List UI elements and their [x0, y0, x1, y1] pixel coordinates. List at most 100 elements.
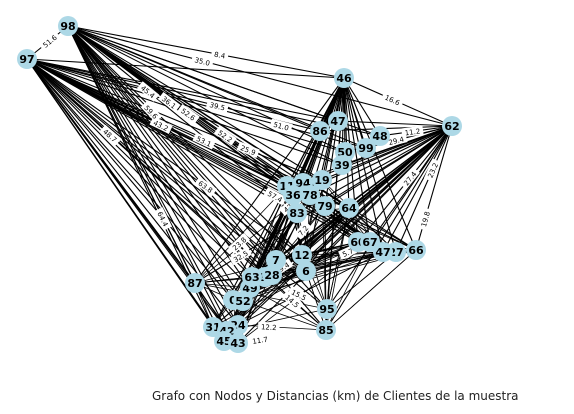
- node-label: 47: [375, 246, 390, 259]
- graph-node-47: 47: [328, 111, 348, 131]
- node-circle: [317, 299, 337, 319]
- node-circle: [266, 250, 286, 270]
- graph-edge: [26, 58, 307, 272]
- node-circle: [339, 198, 359, 218]
- node-label: 48: [372, 130, 387, 143]
- node-label: 86: [312, 125, 328, 138]
- graph-node-87: 87: [185, 273, 205, 293]
- node-circle: [373, 242, 393, 262]
- graph-edge: [26, 58, 384, 253]
- node-label: 95: [319, 303, 334, 316]
- graph-edge: [325, 249, 417, 331]
- graph-node-12: 12: [292, 245, 312, 265]
- graph-edge: [26, 58, 345, 79]
- edge-label-text: 39.5: [209, 101, 226, 112]
- node-label: 98: [60, 20, 75, 33]
- graph-edge: [26, 58, 196, 284]
- edge-label: 39.5: [205, 98, 229, 113]
- graph-node-78: 78: [300, 185, 320, 205]
- edge-label-text: 11.2: [404, 127, 421, 137]
- graph-node-97: 97: [17, 49, 37, 69]
- edge-label-text: 51.0: [272, 121, 289, 133]
- graph-node-19: 19: [312, 170, 332, 190]
- graph-node-62: 62: [442, 116, 462, 136]
- node-label: 87: [187, 277, 202, 290]
- graph-edge: [67, 25, 298, 214]
- graph-edge: [67, 25, 346, 153]
- graph-node-39: 39: [332, 155, 352, 175]
- graph-edge: [309, 125, 453, 196]
- node-label: 7: [272, 254, 280, 267]
- graph-edge: [301, 207, 350, 256]
- node-label: 43: [230, 337, 245, 350]
- graph-edge: [302, 182, 417, 251]
- graph-node-99: 99: [356, 138, 376, 158]
- node-circle: [17, 49, 37, 69]
- graph-edge: [26, 58, 303, 256]
- graph-edge: [67, 25, 277, 261]
- graph-node-63: 63: [242, 267, 262, 287]
- edge-label: 35.0: [190, 53, 214, 69]
- graph-edge: [67, 25, 266, 278]
- edge-label: 16.6: [380, 91, 405, 109]
- graph-edge: [249, 287, 327, 331]
- edge-label-text: 8.4: [213, 51, 226, 61]
- graph-node-64: 64: [339, 198, 359, 218]
- edge-label-text: 5.7: [341, 247, 354, 259]
- graph-edge: [67, 25, 244, 302]
- node-circle: [370, 126, 390, 146]
- graph-node-52: 52: [233, 291, 253, 311]
- graph-edge: [67, 25, 304, 184]
- graph-edge: [26, 58, 225, 342]
- node-circle: [300, 185, 320, 205]
- graph-edge: [26, 58, 253, 278]
- node-label: 52: [235, 295, 250, 308]
- node-circle: [292, 245, 312, 265]
- graph-edge: [67, 25, 343, 166]
- node-label: 97: [19, 53, 34, 66]
- graph-edge: [305, 270, 327, 331]
- node-label: 83: [289, 207, 304, 220]
- edge-label: 11.2: [401, 125, 424, 138]
- graph-node-98: 98: [58, 16, 78, 36]
- node-circle: [233, 291, 253, 311]
- graph-edge: [237, 324, 327, 331]
- node-label: 64: [341, 202, 357, 215]
- graph-edge: [26, 58, 367, 149]
- graph-edge: [343, 77, 417, 251]
- graph-edge: [237, 251, 384, 326]
- edge-label-text: 12.2: [261, 323, 277, 332]
- node-circle: [442, 116, 462, 136]
- graph-node-47b: 47: [373, 242, 393, 262]
- node-label: 45: [216, 335, 231, 348]
- graph-edge: [223, 125, 453, 342]
- node-label: 79: [317, 200, 332, 213]
- graph-node-66: 66: [406, 240, 426, 260]
- node-label: 39: [334, 159, 349, 172]
- graph-edge: [325, 125, 453, 331]
- graph-edge: [194, 185, 288, 284]
- graph-edge: [26, 58, 326, 207]
- graph-edge: [326, 207, 350, 310]
- node-circle: [296, 261, 316, 281]
- edge-label-text: 19.8: [420, 211, 432, 228]
- edge-label: 8.4: [210, 48, 229, 61]
- graph-edge: [305, 207, 350, 272]
- graph-edge: [26, 58, 273, 276]
- graph-edge: [415, 125, 453, 251]
- figure-caption: Grafo con Nodos y Distancias (km) de Cli…: [152, 389, 519, 403]
- graph-node-6: 6: [296, 261, 316, 281]
- graph-node-85: 85: [316, 320, 336, 340]
- graph-node-48: 48: [370, 126, 390, 146]
- node-circle: [315, 196, 335, 216]
- graph-node-7: 7: [266, 250, 286, 270]
- node-circle: [406, 240, 426, 260]
- node-circle: [228, 333, 248, 353]
- node-circle: [287, 203, 307, 223]
- node-label: 85: [318, 324, 333, 337]
- node-label: 47: [330, 115, 345, 128]
- graph-edge: [343, 77, 381, 137]
- graph-node-28: 28: [262, 265, 282, 285]
